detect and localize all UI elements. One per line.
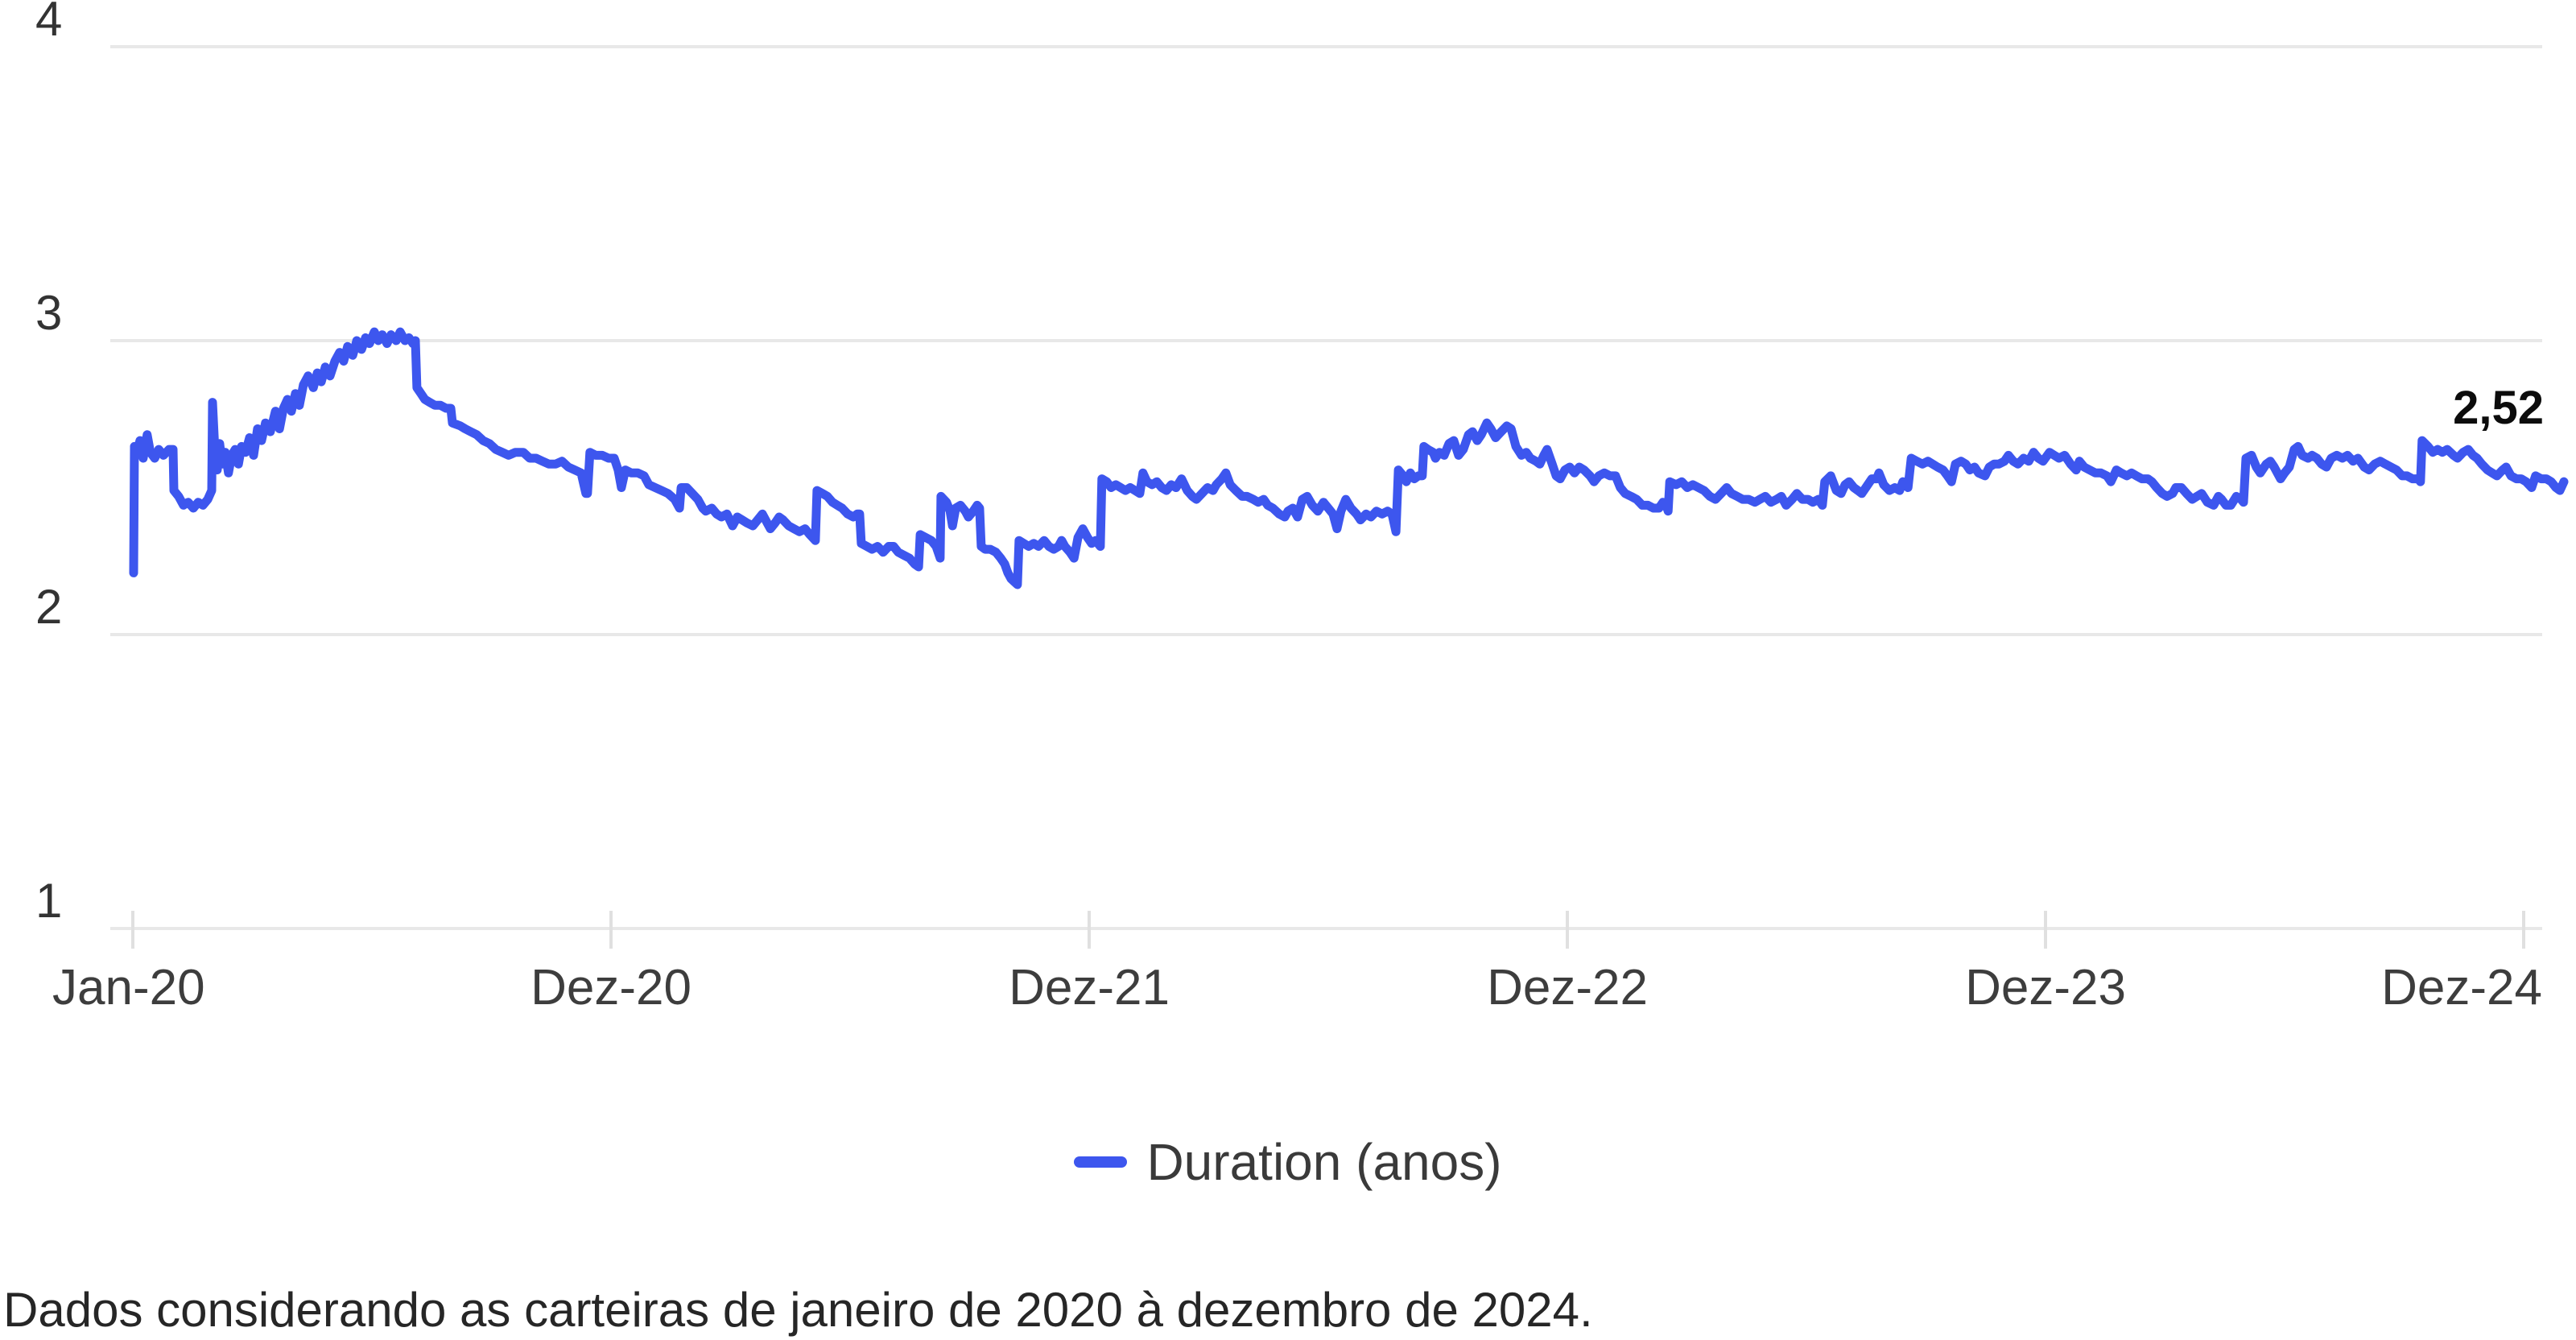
x-axis-label-dez-23: Dez-23 [1965, 960, 2126, 1015]
x-axis-label-jan-20: Jan-20 [52, 960, 205, 1015]
caption: Dados considerando as carteiras de janei… [3, 1283, 1593, 1337]
x-axis-label-dez-21: Dez-21 [1009, 960, 1170, 1015]
y-axis-label-2: 2 [35, 580, 63, 634]
x-axis-label-dez-22: Dez-22 [1487, 960, 1648, 1015]
legend[interactable]: Duration (anos) [0, 1134, 2576, 1190]
y-axis-label-3: 3 [35, 286, 63, 340]
x-axis-label-dez-20: Dez-20 [530, 960, 691, 1015]
legend-label: Duration (anos) [1146, 1133, 1502, 1191]
y-axis-label-1: 1 [35, 874, 63, 928]
x-axis-label-dez-24: Dez-24 [2381, 960, 2542, 1015]
legend-line-swatch-icon [1074, 1156, 1128, 1168]
y-axis-label-4: 4 [35, 0, 63, 46]
last-value-label: 2,52 [2453, 382, 2544, 434]
